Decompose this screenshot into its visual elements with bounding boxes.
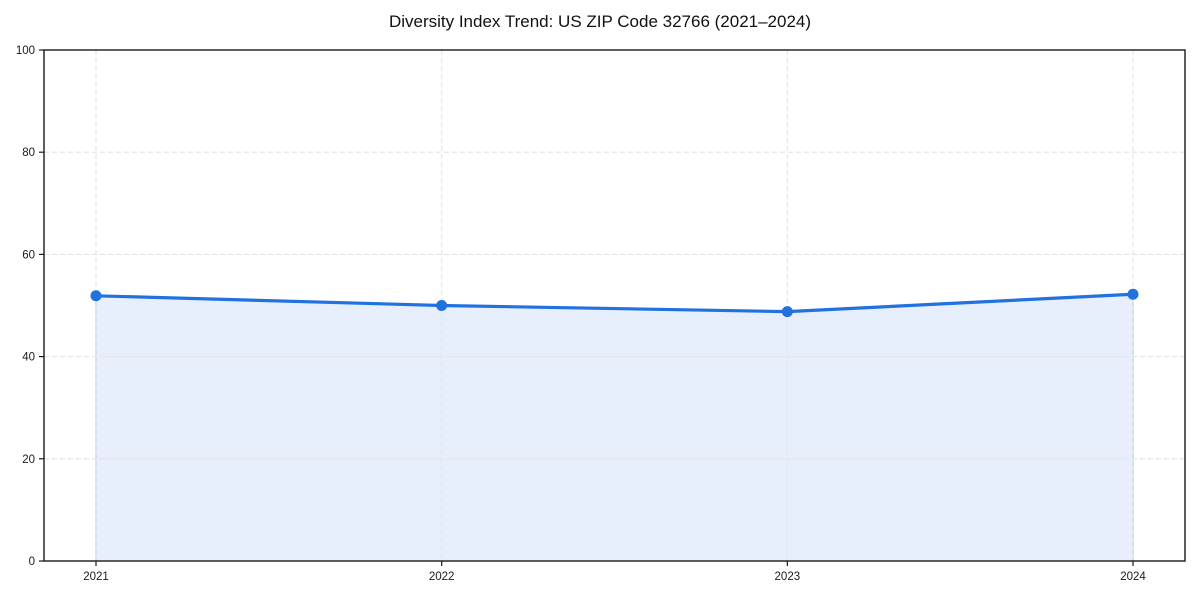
area-fill <box>96 294 1133 561</box>
data-point-2022 <box>436 300 448 311</box>
data-point-2024 <box>1127 288 1139 300</box>
plot-border <box>43 49 1186 562</box>
x-tick-label: 2021 <box>83 571 109 583</box>
x-tick-label: 2024 <box>1120 571 1146 583</box>
chart-title: Diversity Index Trend: US ZIP Code 32766… <box>388 12 812 31</box>
data-point-2023 <box>781 306 793 318</box>
x-tick-label: 2023 <box>775 571 801 583</box>
y-tick-label: 100 <box>16 45 35 57</box>
y-tick-label: 0 <box>29 556 35 568</box>
data-point-2021 <box>90 290 102 302</box>
y-tick-label: 60 <box>22 249 35 261</box>
x-tick-label: 2022 <box>429 571 455 583</box>
y-tick-label: 20 <box>22 454 35 466</box>
y-tick-label: 40 <box>22 352 35 364</box>
y-tick-label: 80 <box>22 147 35 159</box>
trend-line <box>94 292 1135 314</box>
